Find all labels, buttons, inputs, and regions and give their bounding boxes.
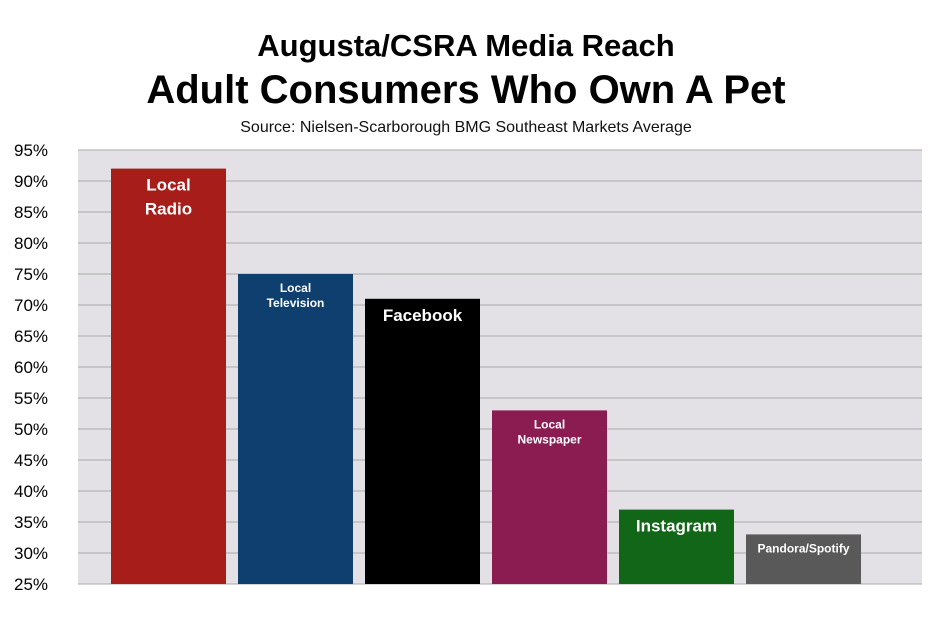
y-tick-label: 75% — [14, 265, 48, 284]
bar-label-line: Instagram — [636, 517, 717, 536]
bar — [238, 274, 353, 584]
y-tick-label: 65% — [14, 327, 48, 346]
y-tick-label: 35% — [14, 513, 48, 532]
y-tick-label: 30% — [14, 544, 48, 563]
y-tick-label: 50% — [14, 420, 48, 439]
y-tick-label: 80% — [14, 234, 48, 253]
bar — [746, 534, 861, 584]
y-tick-label: 40% — [14, 482, 48, 501]
y-tick-label: 95% — [14, 141, 48, 160]
y-tick-label: 25% — [14, 575, 48, 594]
y-tick-label: 60% — [14, 358, 48, 377]
y-tick-label: 45% — [14, 451, 48, 470]
bar — [619, 509, 734, 584]
bar-label-line: Local — [280, 281, 311, 295]
y-tick-label: 90% — [14, 172, 48, 191]
bar-label-line: Radio — [145, 200, 192, 219]
bar-label: Local Newspaper — [517, 417, 581, 446]
bar — [492, 410, 607, 584]
bar-label-line: Newspaper — [517, 432, 581, 446]
bar — [111, 168, 226, 584]
bar-label-line: Local — [534, 417, 565, 431]
bar-label-line: Television — [267, 296, 325, 310]
bar-label: Instagram — [636, 517, 717, 536]
bar-label-line: Facebook — [383, 306, 463, 325]
bar-label: Facebook — [383, 306, 463, 325]
y-tick-label: 70% — [14, 296, 48, 315]
chart-subtitle: Adult Consumers Who Own A Pet — [146, 68, 786, 112]
chart-title: Augusta/CSRA Media Reach — [257, 28, 675, 63]
bar-label-line: Local — [146, 176, 190, 195]
chart-source: Source: Nielsen-Scarborough BMG Southeas… — [240, 119, 692, 136]
y-tick-label: 55% — [14, 389, 48, 408]
bar-label-line: Pandora/Spotify — [757, 541, 849, 555]
bar — [365, 298, 480, 584]
bar-label: Local Radio — [145, 176, 192, 219]
bar-label: Local Television — [267, 281, 325, 310]
bar-label: Pandora/Spotify — [757, 541, 849, 555]
y-tick-label: 85% — [14, 203, 48, 222]
